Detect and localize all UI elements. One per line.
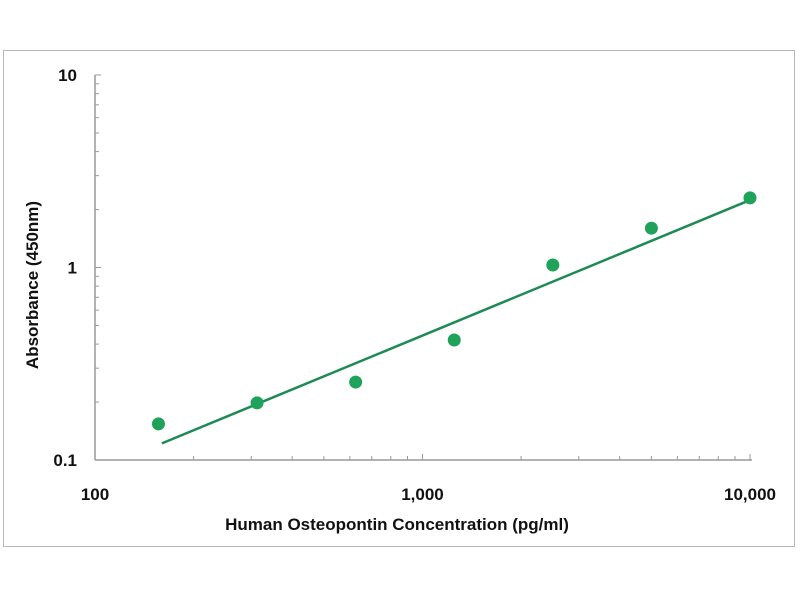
x-tick-label: 1,000 — [401, 485, 444, 504]
data-point — [151, 417, 165, 431]
data-point — [743, 191, 757, 205]
data-point — [349, 375, 363, 389]
y-tick-label: 10 — [58, 66, 77, 85]
x-tick-label: 100 — [81, 485, 109, 504]
y-tick-label: 0.1 — [53, 451, 77, 470]
y-tick-label: 1 — [68, 259, 77, 278]
x-tick-label: 10,000 — [724, 485, 776, 504]
data-point — [250, 396, 264, 410]
x-axis-title: Human Osteopontin Concentration (pg/ml) — [225, 515, 569, 534]
data-point — [644, 221, 658, 235]
fit-line — [161, 198, 751, 445]
chart-frame — [3, 50, 795, 547]
data-point — [447, 333, 461, 347]
y-axis-title: Absorbance (450nm) — [23, 201, 42, 369]
data-point — [546, 258, 560, 272]
